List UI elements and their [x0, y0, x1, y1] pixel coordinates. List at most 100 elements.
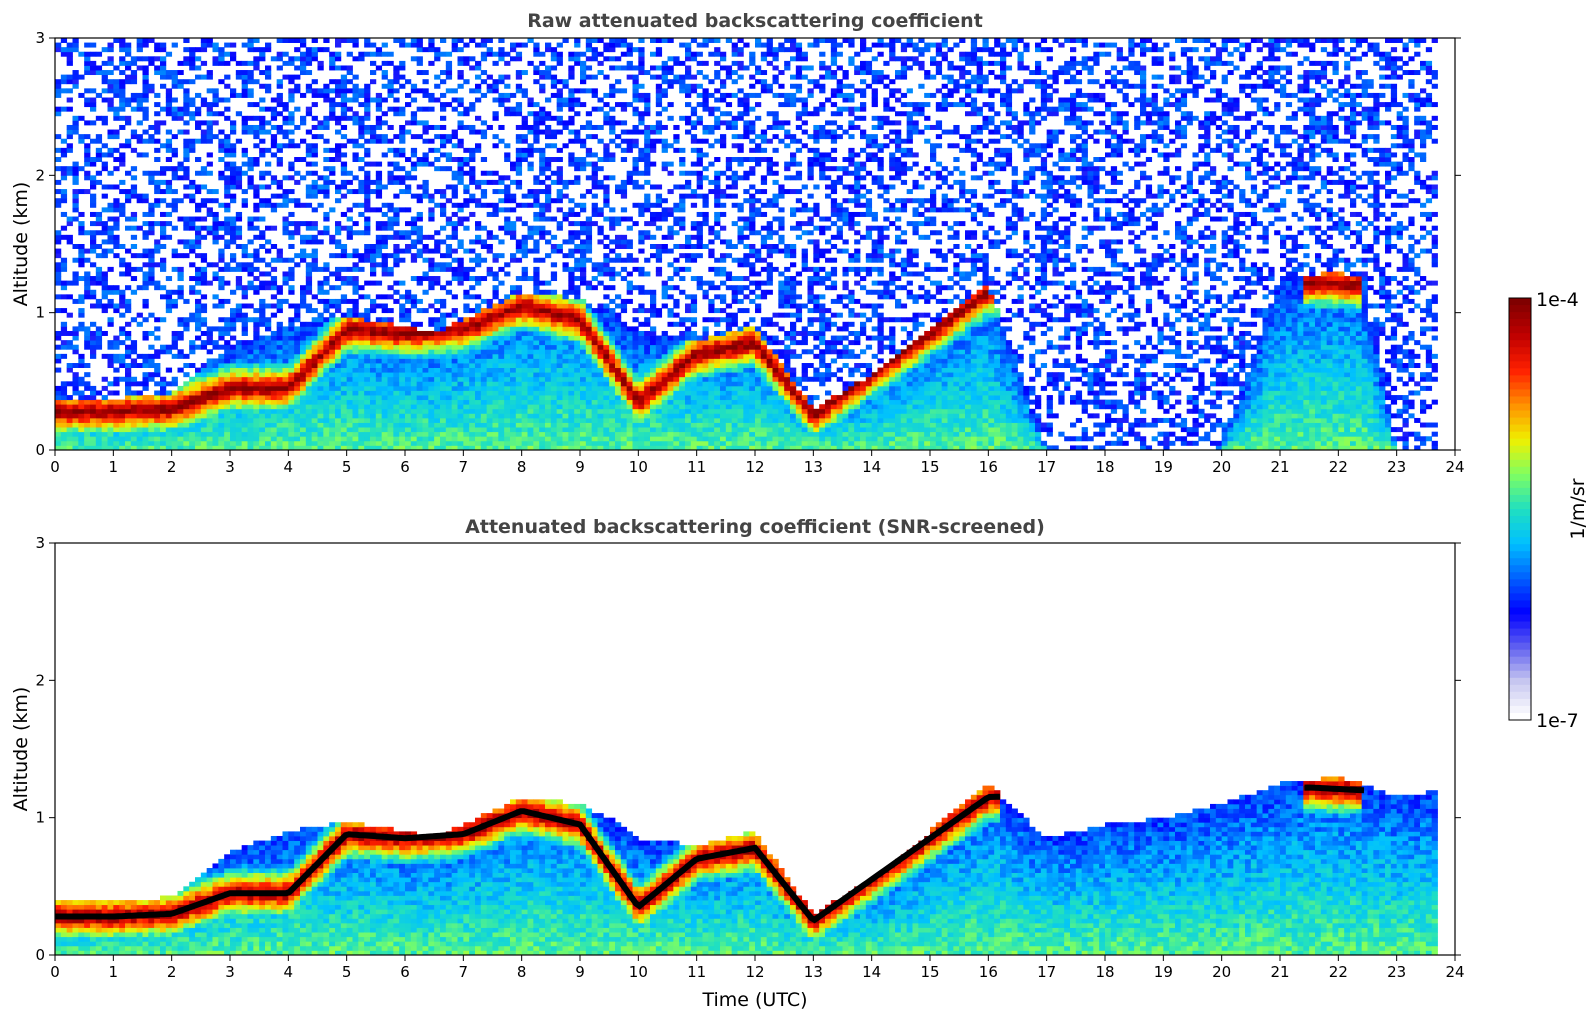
heatmap-cell: [165, 189, 173, 195]
heatmap-cell: [469, 427, 476, 433]
heatmap-cell: [370, 257, 377, 263]
heatmap-cell: [171, 83, 178, 89]
heatmap-cell: [568, 138, 575, 144]
heatmap-cell: [294, 399, 301, 405]
heatmap-cell: [60, 294, 68, 300]
heatmap-cell: [148, 280, 155, 286]
heatmap-cell: [556, 129, 563, 135]
heatmap-cell: [469, 335, 476, 341]
heatmap-cell: [265, 385, 272, 391]
heatmap-cell: [550, 376, 558, 382]
heatmap-cell: [177, 266, 184, 272]
heatmap-cell: [370, 298, 377, 304]
heatmap-cell: [486, 308, 493, 314]
heatmap-cell: [247, 390, 254, 396]
heatmap-cell: [556, 115, 563, 121]
heatmap-cell: [276, 65, 283, 71]
heatmap-cell: [154, 138, 161, 144]
heatmap-cell: [556, 225, 563, 231]
heatmap-cell: [492, 303, 499, 309]
heatmap-cell: [451, 143, 458, 149]
heatmap-cell: [300, 344, 307, 350]
heatmap-cell: [451, 404, 458, 410]
heatmap-cell: [212, 440, 219, 446]
heatmap-cell: [265, 106, 272, 112]
heatmap-cell: [300, 431, 307, 437]
heatmap-cell: [247, 157, 254, 162]
heatmap-cell: [270, 111, 278, 117]
heatmap-cell: [235, 340, 243, 346]
heatmap-cell: [66, 417, 73, 423]
heatmap-cell: [317, 230, 324, 236]
heatmap-cell: [206, 207, 213, 213]
heatmap-cell: [195, 303, 202, 309]
heatmap-cell: [539, 211, 546, 217]
heatmap-cell: [527, 161, 534, 167]
heatmap-cell: [60, 440, 68, 446]
heatmap-cell: [358, 51, 365, 57]
heatmap-cell: [451, 175, 458, 181]
heatmap-cell: [469, 317, 476, 323]
heatmap-cell: [177, 70, 184, 76]
heatmap-cell: [370, 326, 377, 332]
heatmap-cell: [510, 193, 517, 199]
heatmap-cell: [340, 179, 348, 185]
heatmap-cell: [224, 179, 231, 185]
heatmap-cell: [486, 417, 493, 423]
heatmap-cell: [387, 431, 394, 437]
heatmap-cell: [346, 51, 353, 57]
heatmap-cell: [533, 276, 540, 282]
heatmap-cell: [177, 417, 184, 423]
heatmap-cell: [451, 88, 458, 94]
heatmap-cell: [498, 399, 505, 405]
heatmap-cell: [224, 184, 231, 190]
heatmap-cell: [445, 134, 453, 140]
heatmap-cell: [504, 399, 511, 405]
heatmap-cell: [113, 244, 120, 249]
heatmap-cell: [486, 211, 493, 217]
heatmap-cell: [160, 266, 167, 272]
heatmap-cell: [445, 102, 453, 108]
heatmap-cell: [247, 88, 254, 94]
heatmap-cell: [585, 413, 593, 419]
heatmap-cell: [428, 440, 435, 446]
heatmap-cell: [440, 363, 447, 368]
heatmap-cell: [206, 395, 213, 401]
heatmap-cell: [533, 321, 540, 327]
heatmap-cell: [136, 422, 143, 428]
heatmap-cell: [72, 207, 79, 213]
heatmap-cell: [142, 280, 149, 286]
heatmap-cell: [218, 390, 225, 396]
heatmap-cell: [580, 157, 587, 162]
heatmap-cell: [428, 248, 435, 254]
heatmap-cell: [130, 129, 138, 135]
heatmap-cell: [125, 417, 132, 423]
heatmap-cell: [101, 431, 108, 437]
heatmap-cell: [510, 335, 517, 341]
heatmap-cell: [556, 248, 563, 254]
heatmap-cell: [335, 184, 342, 190]
heatmap-cell: [212, 47, 219, 53]
heatmap-cell: [183, 445, 190, 450]
heatmap-cell: [545, 422, 552, 428]
heatmap-cell: [206, 349, 213, 355]
heatmap-cell: [241, 353, 248, 359]
heatmap-cell: [358, 363, 365, 368]
heatmap-cell: [527, 399, 534, 405]
heatmap-cell: [148, 312, 155, 318]
heatmap-cell: [574, 138, 581, 144]
heatmap-cell: [113, 225, 120, 231]
heatmap-cell: [556, 56, 563, 62]
heatmap-cell: [189, 179, 196, 185]
heatmap-cell: [556, 92, 563, 98]
heatmap-cell: [107, 289, 114, 295]
heatmap-cell: [276, 303, 283, 309]
heatmap-cell: [148, 358, 155, 364]
heatmap-cell: [469, 367, 476, 373]
heatmap-cell: [241, 262, 248, 268]
heatmap-cell: [480, 92, 488, 98]
heatmap-cell: [265, 225, 272, 231]
heatmap-cell: [498, 330, 505, 336]
heatmap-cell: [270, 106, 278, 112]
heatmap-cell: [317, 427, 324, 433]
